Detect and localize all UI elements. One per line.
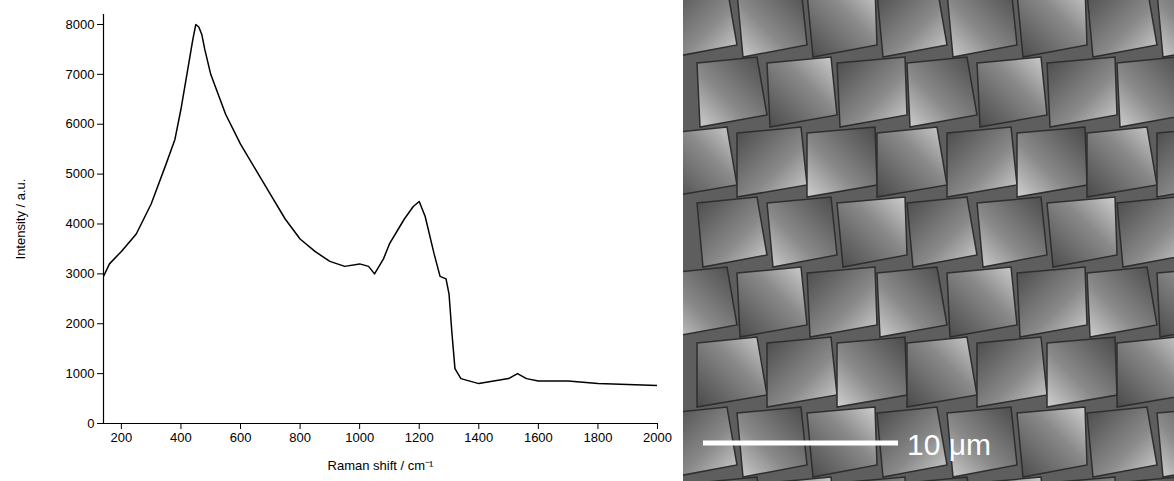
svg-text:Intensity / a.u.: Intensity / a.u. — [13, 179, 28, 260]
svg-text:5000: 5000 — [66, 166, 95, 181]
svg-text:2000: 2000 — [643, 430, 672, 445]
svg-text:0: 0 — [87, 416, 94, 431]
svg-text:1000: 1000 — [345, 430, 374, 445]
svg-text:3000: 3000 — [66, 266, 95, 281]
svg-text:400: 400 — [170, 430, 192, 445]
svg-text:1200: 1200 — [405, 430, 434, 445]
svg-text:200: 200 — [111, 430, 133, 445]
svg-text:7000: 7000 — [66, 67, 95, 82]
svg-text:10 μm: 10 μm — [907, 428, 991, 461]
svg-text:6000: 6000 — [66, 116, 95, 131]
svg-text:600: 600 — [230, 430, 252, 445]
svg-text:1800: 1800 — [583, 430, 612, 445]
svg-text:800: 800 — [289, 430, 311, 445]
svg-text:1000: 1000 — [66, 366, 95, 381]
svg-text:2000: 2000 — [66, 316, 95, 331]
svg-text:Raman shift / cm⁻¹: Raman shift / cm⁻¹ — [328, 458, 435, 473]
svg-text:4000: 4000 — [66, 216, 95, 231]
svg-text:1600: 1600 — [524, 430, 553, 445]
svg-text:8000: 8000 — [66, 17, 95, 32]
svg-text:1400: 1400 — [464, 430, 493, 445]
